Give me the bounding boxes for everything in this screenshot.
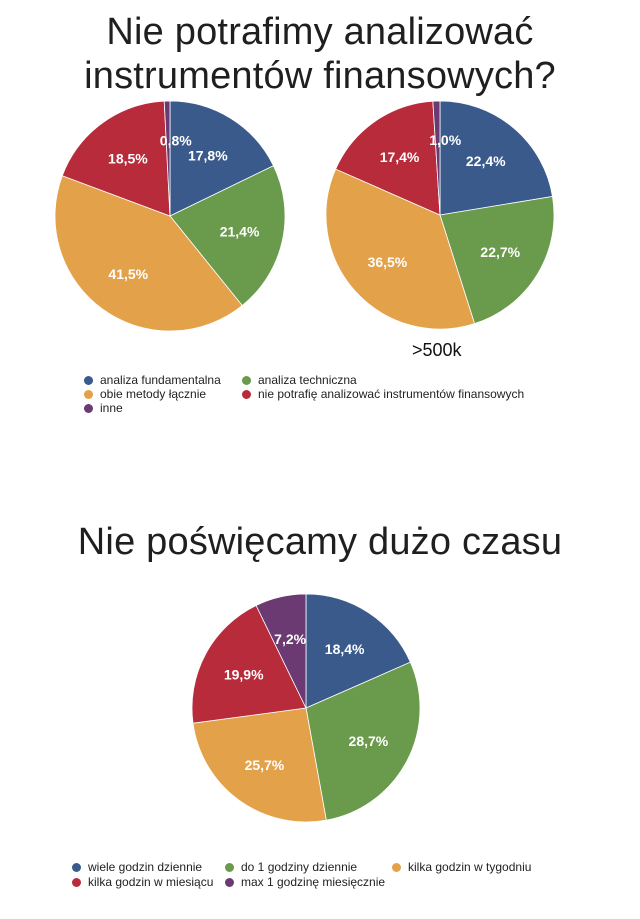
pie3-slice-2: [305, 661, 421, 821]
pie2-slice-4: [335, 100, 441, 216]
pie2-value-label-3: 36,5%: [368, 254, 408, 270]
pie3-slice-5: [255, 593, 307, 709]
chart-title-top-line2: instrumentów finansowych?: [84, 55, 556, 97]
pie1-slice-2: [169, 165, 286, 307]
pie2-value-label-5: 1,0%: [429, 132, 461, 148]
pie2-sublabel: >500k: [412, 340, 462, 360]
pie3-value-label-3: 25,7%: [245, 757, 285, 773]
pie3-slice-4: [191, 604, 307, 724]
pie3-value-label-1: 18,4%: [325, 641, 365, 657]
pie1-slice-1: [169, 100, 274, 217]
pie3-value-label-5: 7,2%: [274, 631, 306, 647]
pie2-value-label-1: 22,4%: [466, 153, 506, 169]
pie2-value-label-2: 22,7%: [480, 244, 520, 260]
pie1-value-label-4: 18,5%: [108, 150, 148, 166]
chart-title-top-line1: Nie potrafimy analizować: [106, 11, 534, 53]
pie3-value-label-4: 19,9%: [224, 667, 264, 683]
pie1-value-label-2: 21,4%: [220, 224, 260, 240]
pie1-value-label-3: 41,5%: [108, 266, 148, 282]
pie2-slice-1: [439, 100, 553, 216]
pie1-slice-3: [54, 175, 243, 332]
pie3-slice-3: [192, 707, 327, 823]
pie1-slice-5: [163, 100, 171, 217]
pie1-value-label-5: 0,8%: [160, 132, 192, 148]
pie2-slice-5: [432, 100, 441, 216]
pie3-value-label-2: 28,7%: [349, 733, 389, 749]
pie2-slice-2: [439, 195, 555, 325]
chart-title-top: Nie potrafimy analizować instrumentów fi…: [0, 10, 640, 98]
chart-title-bottom: Nie poświęcamy dużo czasu: [77, 521, 563, 563]
pie3-slice-1: [305, 593, 411, 709]
pie1-slice-4: [61, 100, 171, 217]
pie2-value-label-4: 17,4%: [380, 149, 420, 165]
pie1-value-label-1: 17,8%: [188, 148, 228, 164]
pie2-slice-3: [325, 168, 476, 330]
